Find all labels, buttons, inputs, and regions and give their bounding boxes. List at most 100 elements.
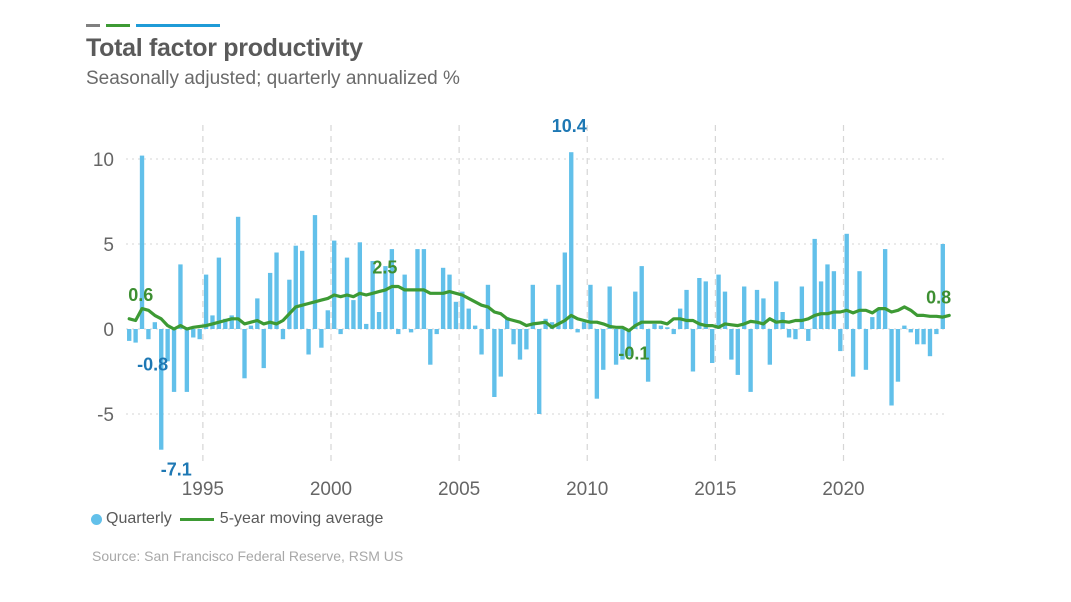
quarterly-bar: [588, 284, 593, 329]
quarterly-bar: [133, 329, 138, 343]
quarterly-bar: [562, 252, 568, 329]
quarterly-bar: [716, 274, 721, 329]
y-tick-label: 10: [93, 150, 114, 171]
quarterly-bar: [940, 244, 945, 329]
quarterly-bar: [191, 329, 196, 338]
quarterly-data-label: 5.0: [930, 0, 955, 4]
quarterly-bar: [735, 329, 740, 375]
x-tick-label: 2010: [566, 479, 608, 500]
quarterly-bar: [645, 329, 651, 382]
quarterly-bar: [274, 252, 279, 329]
quarterly-bar: [838, 329, 843, 352]
legend-moving-average-swatch: [179, 517, 214, 521]
quarterly-bar: [511, 329, 516, 345]
quarterly-bar: [376, 312, 382, 329]
x-tick-label: 2015: [694, 479, 736, 500]
quarterly-bar: [914, 329, 920, 345]
header-accent-green: [106, 24, 130, 27]
quarterly-bar: [754, 289, 760, 329]
quarterly-bar: [242, 329, 247, 379]
moving-average-data-label: 0.8: [926, 287, 951, 307]
quarterly-bar: [402, 274, 407, 329]
quarterly-bar: [498, 329, 503, 377]
quarterly-bar: [479, 329, 484, 355]
quarterly-bar: [325, 310, 330, 329]
quarterly-bar: [934, 329, 939, 335]
legend-quarterly-swatch: [91, 513, 102, 525]
x-tick-label: 2000: [310, 479, 352, 500]
quarterly-bar: [453, 301, 459, 329]
quarterly-bar: [293, 245, 298, 329]
quarterly-bar: [908, 329, 913, 333]
y-tick-label: -5: [97, 405, 114, 426]
quarterly-bar: [639, 266, 644, 329]
quarterly-bar: [652, 323, 657, 329]
quarterly-bar: [357, 242, 363, 329]
quarterly-bar: [729, 329, 734, 360]
quarterly-bar: [255, 298, 260, 329]
quarterly-bar: [831, 271, 837, 329]
quarterly-bar: [850, 329, 856, 377]
quarterly-bar: [319, 329, 324, 348]
x-tick-label: 2005: [438, 479, 480, 500]
quarterly-bar: [844, 233, 849, 329]
quarterly-bar: [633, 291, 638, 329]
quarterly-bar: [396, 329, 401, 335]
quarterly-data-label: -7.1: [161, 460, 192, 480]
quarterly-bar: [466, 308, 471, 329]
chart-legend: Quarterly 5-year moving average: [91, 510, 383, 528]
quarterly-bar: [601, 329, 606, 370]
quarterly-bar: [178, 264, 183, 329]
legend-moving-average-label: 5-year moving average: [219, 510, 384, 527]
quarterly-bar: [159, 329, 164, 450]
header-accent-blue: [136, 24, 220, 27]
quarterly-bar: [203, 274, 209, 329]
quarterly-bar: [857, 271, 862, 329]
x-tick-label: 2020: [822, 479, 864, 500]
quarterly-bar: [428, 329, 433, 365]
quarterly-data-label: -0.8: [137, 355, 168, 375]
quarterly-bar: [671, 329, 676, 335]
quarterly-bar: [504, 317, 510, 329]
quarterly-bar: [742, 286, 747, 329]
quarterly-data-label: 10.4: [552, 116, 587, 136]
quarterly-bar: [613, 329, 619, 365]
quarterly-bar: [594, 329, 600, 399]
quarterly-bar: [351, 300, 356, 329]
quarterly-bar: [530, 284, 535, 329]
header-accent-gray: [86, 24, 100, 27]
quarterly-bar: [184, 329, 190, 392]
quarterly-bar: [767, 329, 773, 365]
quarterly-bar: [447, 274, 452, 329]
quarterly-bar: [703, 281, 708, 329]
quarterly-bar: [472, 325, 478, 329]
quarterly-bar: [863, 329, 869, 370]
chart-subtitle: Seasonally adjusted; quarterly annualize…: [86, 68, 460, 89]
quarterly-bar: [799, 286, 805, 329]
quarterly-bar: [690, 329, 696, 372]
quarterly-bar: [235, 216, 241, 329]
quarterly-bar: [267, 272, 273, 329]
quarterly-bar: [127, 329, 132, 341]
quarterly-bar: [812, 238, 817, 329]
quarterly-bar: [306, 329, 311, 355]
quarterly-bar: [517, 329, 523, 360]
quarterly-bar: [895, 329, 901, 382]
quarterly-bar: [556, 284, 561, 329]
quarterly-bar: [299, 250, 305, 329]
quarterly-bar: [697, 278, 702, 329]
quarterly-bar: [223, 318, 228, 329]
quarterly-bar: [927, 329, 933, 357]
quarterly-bar: [229, 315, 234, 329]
quarterly-bar: [786, 329, 792, 338]
quarterly-bar: [197, 329, 202, 340]
quarterly-bar: [261, 329, 266, 369]
y-tick-label: 0: [103, 320, 114, 341]
quarterly-bar: [581, 322, 587, 329]
y-tick-label: 5: [103, 235, 114, 256]
quarterly-bar: [408, 329, 414, 333]
quarterly-bar: [280, 329, 286, 340]
quarterly-bar: [806, 329, 811, 341]
quarterly-bar: [460, 291, 465, 329]
